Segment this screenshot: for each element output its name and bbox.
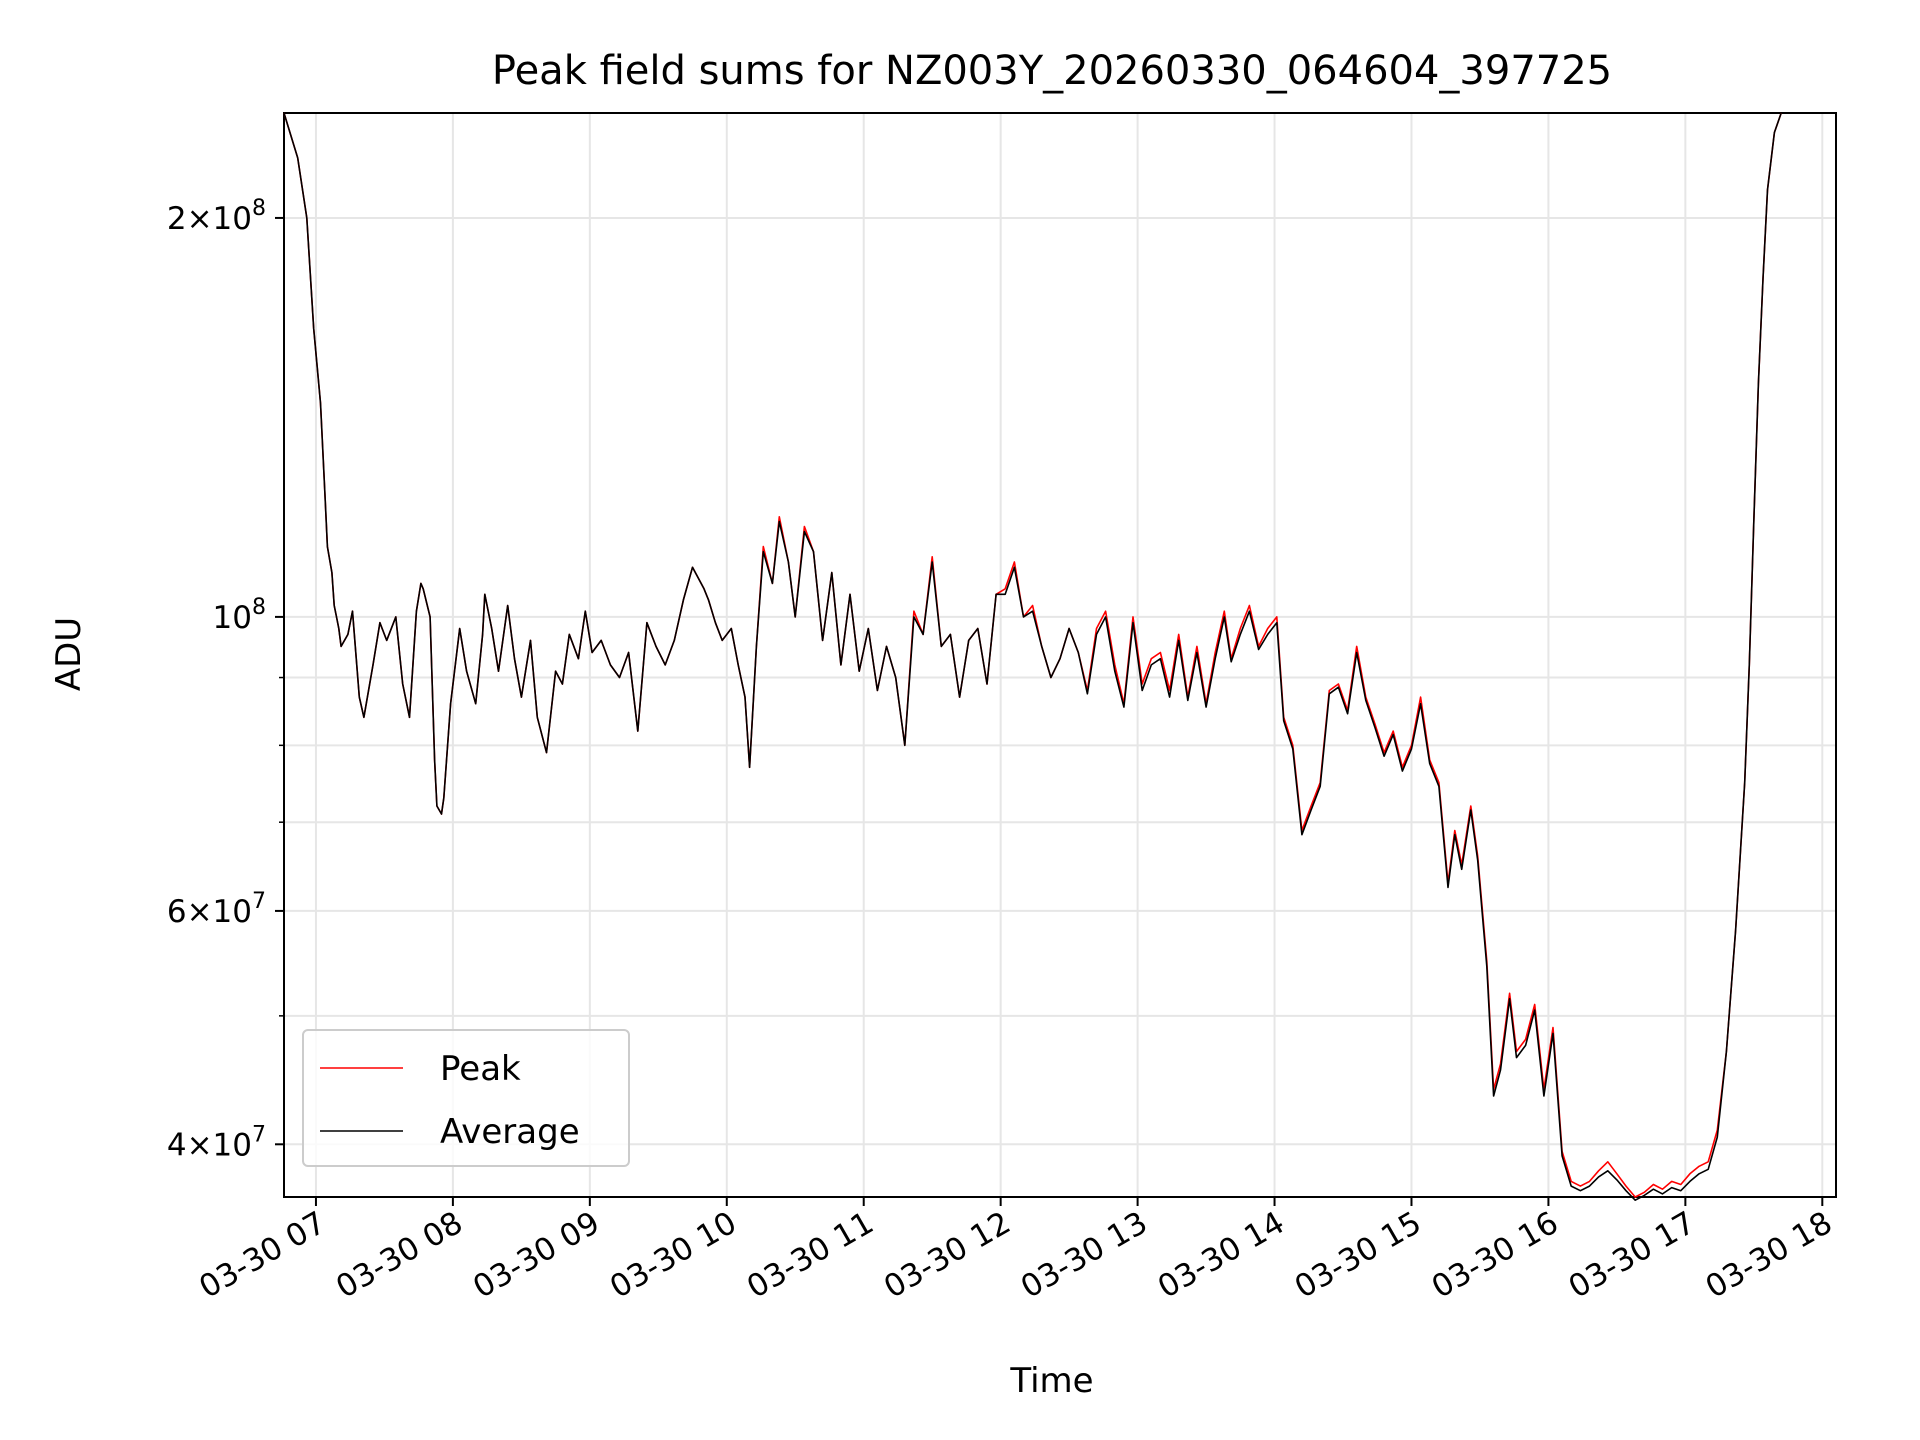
axes-frame [283, 112, 1837, 1198]
legend: Peak Average [302, 1029, 630, 1167]
chart-title: Peak field sums for NZ003Y_20260330_0646… [492, 48, 1612, 94]
legend-label-peak: Peak [440, 1049, 521, 1089]
y-tick-label: 108 [213, 595, 266, 636]
x-axis-label: Time [1009, 1361, 1093, 1401]
y-tick-label: 4×107 [167, 1122, 266, 1163]
grid [284, 113, 1836, 1197]
series-line-average [283, 112, 1782, 1201]
legend-label-average: Average [440, 1112, 580, 1152]
y-tick-label: 6×107 [167, 889, 266, 930]
series-lines [283, 112, 1782, 1201]
y-axis-label: ADU [49, 617, 89, 691]
y-tick-label: 2×108 [167, 196, 266, 237]
legend-box [302, 1029, 630, 1167]
plot-frame [283, 112, 1837, 1198]
